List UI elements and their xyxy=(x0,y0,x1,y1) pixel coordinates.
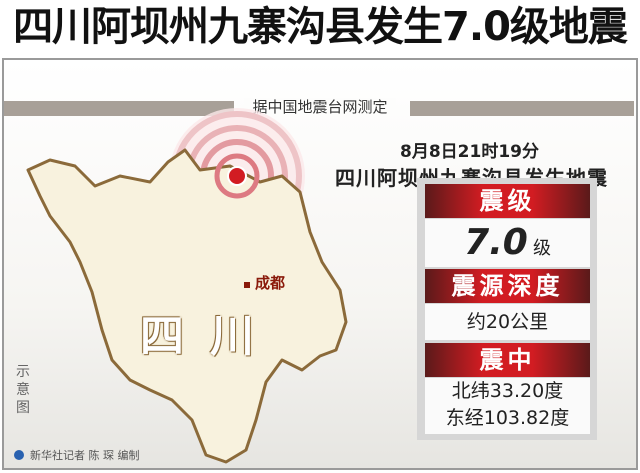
depth-value: 约20公里 xyxy=(425,304,590,340)
credit-text: 新华社记者 陈 琛 编制 xyxy=(30,449,140,462)
quake-info-box: 震级 7.0 级 震源深度 约20公里 震中 北纬33.20度 东经103.82… xyxy=(417,178,597,440)
city-label-chengdu: 成都 xyxy=(255,274,286,292)
region-label: 四川 xyxy=(140,311,280,362)
magnitude-value-row: 7.0 级 xyxy=(425,219,590,267)
magnitude-value: 7.0 xyxy=(464,222,528,263)
epicenter-coordinates: 北纬33.20度 东经103.82度 xyxy=(425,378,590,434)
epicenter-marker xyxy=(227,166,247,186)
magnitude-unit: 级 xyxy=(532,238,551,259)
event-time: 8月8日21时19分 xyxy=(400,142,539,162)
source-text: 据中国地震台网测定 xyxy=(244,98,396,116)
sichuan-outline xyxy=(26,148,348,464)
epicenter-ring-inner xyxy=(214,153,260,199)
longitude: 东经103.82度 xyxy=(445,407,570,429)
schematic-label: 示意图 xyxy=(16,364,30,416)
divider-band-left xyxy=(4,101,234,116)
divider-band-right xyxy=(410,101,634,116)
source-note: 据中国地震台网测定 xyxy=(0,96,640,117)
page-title: 四川阿坝州九寨沟县发生7.0级地震 xyxy=(13,4,628,50)
magnitude-header: 震级 xyxy=(425,184,590,218)
chengdu-marker xyxy=(244,282,250,288)
epicenter-header: 震中 xyxy=(425,343,590,377)
latitude: 北纬33.20度 xyxy=(451,380,564,402)
xinhua-logo-icon xyxy=(14,450,24,460)
credit: 新华社记者 陈 琛 编制 xyxy=(14,447,140,463)
depth-header: 震源深度 xyxy=(425,269,590,303)
